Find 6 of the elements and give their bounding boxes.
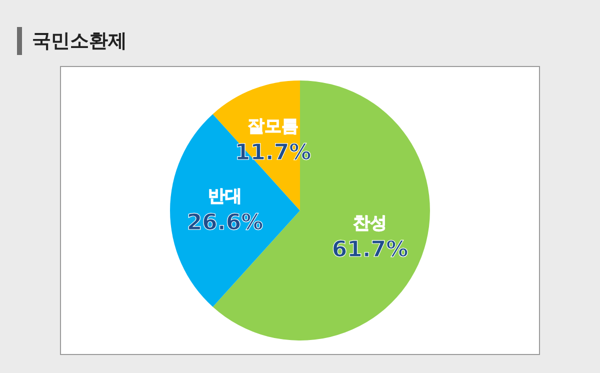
data-label: 61.7% (332, 237, 408, 262)
slice-label: 찬성 (352, 213, 387, 234)
slice-label: 잘모름 (248, 116, 299, 137)
data-label: 26.6% (186, 210, 264, 236)
slice-label: 반대 (208, 186, 242, 206)
chart-title: 국민소환제 (17, 27, 127, 55)
